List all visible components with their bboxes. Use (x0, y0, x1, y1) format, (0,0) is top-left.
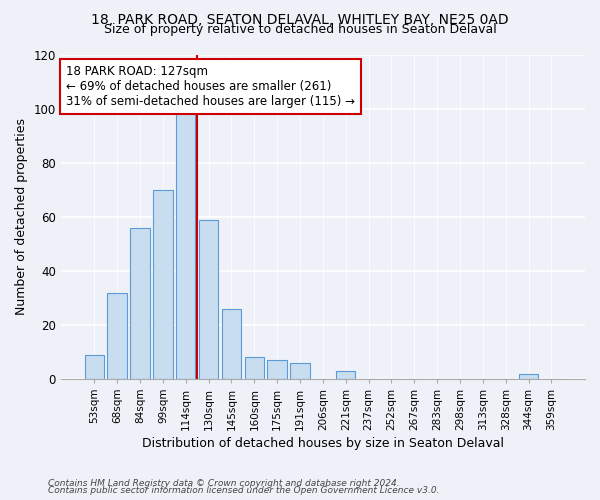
Bar (199, 220, 218, 379)
Text: Size of property relative to detached houses in Seaton Delaval: Size of property relative to detached ho… (104, 24, 496, 36)
Y-axis label: Number of detached properties: Number of detached properties (15, 118, 28, 316)
Bar (290, 362, 310, 379)
Text: Contains public sector information licensed under the Open Government Licence v3: Contains public sector information licen… (48, 486, 439, 495)
Bar (519, 374, 538, 379)
X-axis label: Distribution of detached houses by size in Seaton Delaval: Distribution of detached houses by size … (142, 437, 504, 450)
Text: 18 PARK ROAD: 127sqm
← 69% of detached houses are smaller (261)
31% of semi-deta: 18 PARK ROAD: 127sqm ← 69% of detached h… (66, 64, 355, 108)
Bar (176, 106, 196, 379)
Text: Contains HM Land Registry data © Crown copyright and database right 2024.: Contains HM Land Registry data © Crown c… (48, 478, 400, 488)
Bar (336, 371, 355, 379)
Text: 18, PARK ROAD, SEATON DELAVAL, WHITLEY BAY, NE25 0AD: 18, PARK ROAD, SEATON DELAVAL, WHITLEY B… (91, 12, 509, 26)
Bar (130, 228, 150, 379)
Bar (222, 308, 241, 379)
Bar (107, 292, 127, 379)
Bar (268, 360, 287, 379)
Bar (85, 354, 104, 379)
Bar (153, 190, 173, 379)
Bar (245, 358, 264, 379)
